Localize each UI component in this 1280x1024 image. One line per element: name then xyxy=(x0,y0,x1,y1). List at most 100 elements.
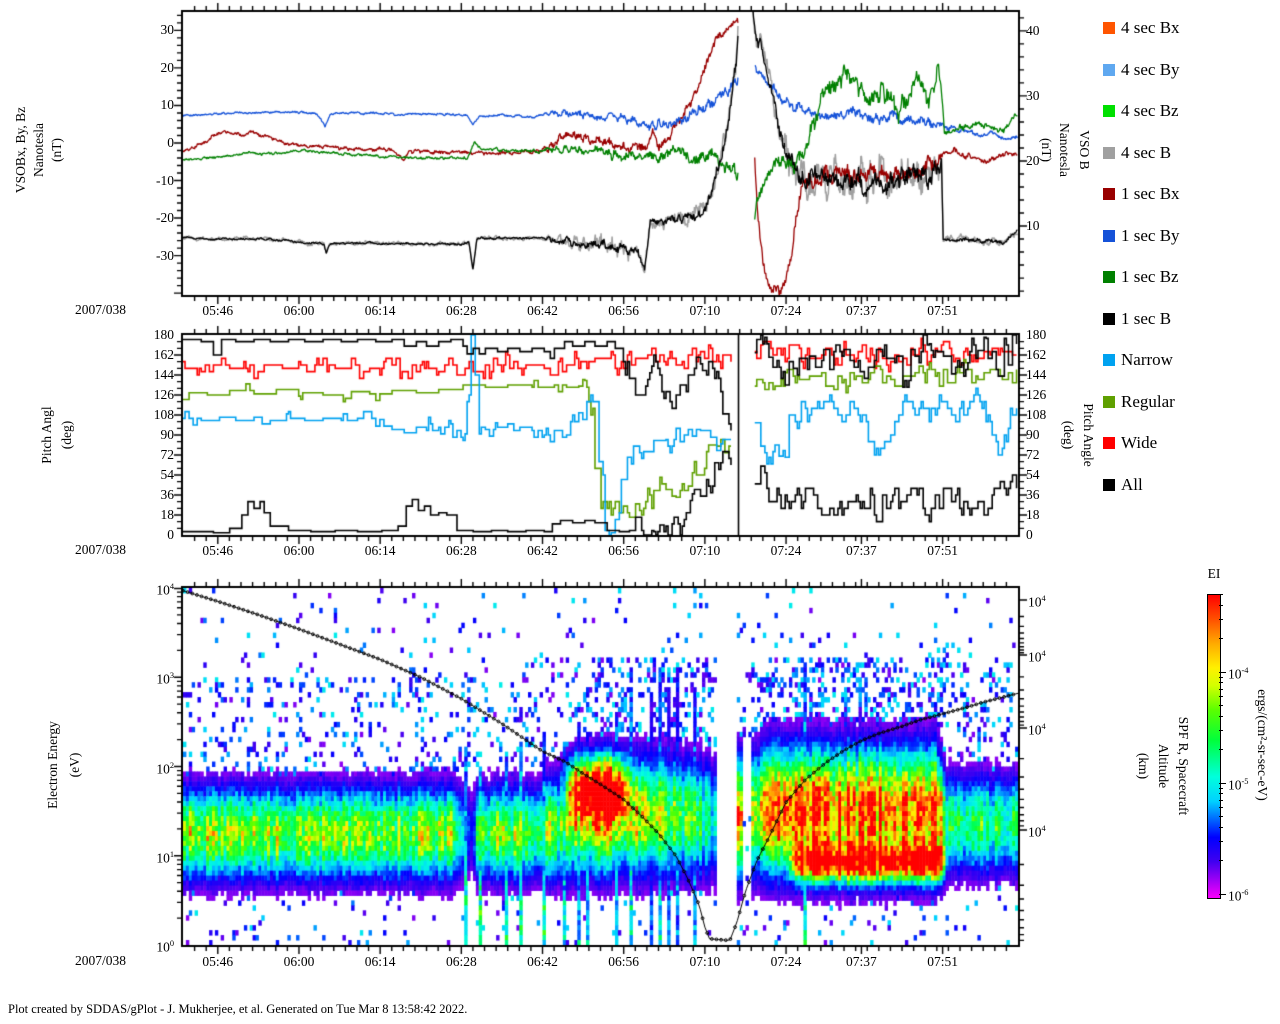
p2-y-right-tick-label: 36 xyxy=(1026,487,1040,502)
time-tick-label: 06:00 xyxy=(283,543,315,558)
time-tick-label: 06:00 xyxy=(283,303,315,318)
time-tick-label: 05:46 xyxy=(202,954,234,969)
legend-item-label: 4 sec Bx xyxy=(1121,18,1180,37)
time-tick-label: 07:10 xyxy=(689,303,721,318)
time-tick-label: 06:42 xyxy=(527,543,558,558)
legend-item-narrow: Narrow xyxy=(1103,350,1173,370)
p1-y-left-tick-label: -10 xyxy=(156,172,174,188)
p2-y-left-tick-label: 180 xyxy=(153,327,174,342)
colorbar-minor-tick xyxy=(1219,860,1223,861)
colorbar-minor-tick xyxy=(1219,841,1223,842)
legend-item-label: All xyxy=(1121,474,1143,494)
date-label-p3: 2007/038 xyxy=(74,953,126,968)
time-tick-label: 07:51 xyxy=(927,303,958,318)
colorbar-minor-tick xyxy=(1219,619,1223,620)
p1-y-left-tick-label: -20 xyxy=(156,210,174,226)
p3-right-axis-label-line2: Altitude xyxy=(1156,743,1171,789)
p1-left-axis-label-line1: VSOBx, By, Bz xyxy=(13,106,28,194)
time-tick-label: 06:42 xyxy=(527,303,558,318)
legend-swatch-icon xyxy=(1103,22,1115,34)
p1-y-left-tick-label: 0 xyxy=(167,134,174,150)
p2-y-left-tick-label: 72 xyxy=(160,447,175,462)
p3-y-left-tick-label: 102 xyxy=(156,760,174,777)
legend-item-regular: Regular xyxy=(1103,392,1175,412)
legend-item-1-sec-by: 1 sec By xyxy=(1103,226,1180,246)
date-label-p2: 2007/038 xyxy=(74,542,126,557)
p2-left-axis-label-line1: Pitch Angl xyxy=(39,406,54,464)
colorbar-minor-tick xyxy=(1219,793,1223,794)
p3-y-left-tick-label: 104 xyxy=(156,582,174,598)
legend-item-1-sec-bz: 1 sec Bz xyxy=(1103,267,1179,287)
colorbar-tick-label: 10-5 xyxy=(1228,776,1249,793)
p2-right-axis-label-line1: Pitch Angle xyxy=(1081,403,1096,467)
legend-item-label: Narrow xyxy=(1121,350,1173,369)
colorbar-minor-tick xyxy=(1219,605,1223,606)
date-label-p1: 2007/038 xyxy=(74,302,126,317)
legend-item-4-sec-bx: 4 sec Bx xyxy=(1103,18,1180,38)
colorbar-minor-tick xyxy=(1219,807,1223,808)
legend-item-label: 1 sec By xyxy=(1121,225,1180,245)
time-tick-label: 06:14 xyxy=(364,303,396,318)
p2-y-right-tick-label: 18 xyxy=(1026,507,1040,522)
colorbar-major-tick xyxy=(1219,672,1226,673)
p2-y-left-tick-label: 54 xyxy=(160,467,175,482)
p2-left-axis-label-line2: (deg) xyxy=(59,420,74,450)
colorbar xyxy=(1207,594,1221,899)
time-tick-label: 06:14 xyxy=(364,543,396,558)
time-tick-label: 06:42 xyxy=(527,954,558,969)
p1-y-right-tick-label: 40 xyxy=(1026,22,1040,38)
time-tick-label: 06:56 xyxy=(608,543,640,558)
time-tick-label: 07:37 xyxy=(846,303,877,318)
legend-item-label: 1 sec Bz xyxy=(1121,267,1179,286)
colorbar-minor-tick xyxy=(1219,705,1223,706)
pitch-angle-plot-canvas xyxy=(171,323,1030,547)
legend-swatch-icon xyxy=(1103,354,1115,366)
colorbar-minor-tick xyxy=(1219,696,1223,697)
p2-y-left-tick-label: 162 xyxy=(153,347,174,362)
legend-item-4-sec-b: 4 sec B xyxy=(1103,143,1171,163)
plot-caption: Plot created by SDDAS/gPlot - J. Mukherj… xyxy=(8,1002,468,1016)
legend-item-label: 1 sec Bx xyxy=(1121,184,1180,203)
colorbar-major-tick xyxy=(1219,894,1226,895)
time-tick-label: 07:24 xyxy=(770,543,802,558)
colorbar-minor-tick xyxy=(1219,730,1223,731)
colorbar-minor-tick xyxy=(1219,677,1223,678)
p2-y-left-tick-label: 126 xyxy=(153,387,174,402)
colorbar-title: EI xyxy=(1207,566,1221,581)
legend-item-label: Regular xyxy=(1121,391,1175,411)
legend-item-wide: Wide xyxy=(1103,433,1157,453)
legend-swatch-icon xyxy=(1103,271,1115,283)
colorbar-minor-tick xyxy=(1219,716,1223,717)
time-tick-label: 07:51 xyxy=(927,543,958,558)
p3-y-left-tick-label: 101 xyxy=(156,849,174,866)
p1-left-axis-label-line2: Nanotesla xyxy=(31,123,46,177)
p3-y-left-tick-label: 100 xyxy=(156,939,174,955)
legend-item-all: All xyxy=(1103,475,1143,495)
p2-y-right-tick-label: 108 xyxy=(1026,407,1047,422)
legend-item-label: 1 sec B xyxy=(1121,308,1172,328)
colorbar-minor-tick xyxy=(1219,800,1223,801)
legend-swatch-icon xyxy=(1103,312,1115,325)
p3-y-right-tick-label: 104 xyxy=(1028,649,1046,665)
colorbar-tick-label: 10-4 xyxy=(1228,665,1249,682)
p1-y-left-tick-label: 20 xyxy=(160,59,175,75)
legend-item-label: 4 sec By xyxy=(1121,59,1180,79)
legend-swatch-icon xyxy=(1103,478,1115,491)
colorbar-tick-label: 10-6 xyxy=(1228,887,1249,904)
p3-left-axis-label-line1: Electron Energy xyxy=(45,721,60,809)
time-tick-label: 07:24 xyxy=(770,954,802,969)
p2-y-right-tick-label: 90 xyxy=(1026,427,1040,442)
legend-swatch-icon xyxy=(1103,437,1115,449)
p1-y-left-tick-label: 10 xyxy=(160,97,175,113)
time-tick-label: 06:28 xyxy=(445,543,477,558)
colorbar-minor-tick xyxy=(1219,816,1223,817)
legend-item-label: 4 sec Bz xyxy=(1121,101,1179,120)
p3-left-axis-label-line2: (eV) xyxy=(67,752,82,778)
time-tick-label: 06:56 xyxy=(608,954,640,969)
p2-y-right-tick-label: 54 xyxy=(1026,467,1040,482)
p2-y-right-tick-label: 0 xyxy=(1026,527,1033,542)
legend-item-4-sec-by: 4 sec By xyxy=(1103,60,1180,80)
time-tick-label: 06:28 xyxy=(445,954,477,969)
p2-y-left-tick-label: 0 xyxy=(167,527,174,542)
legend-item-1-sec-b: 1 sec B xyxy=(1103,309,1171,329)
